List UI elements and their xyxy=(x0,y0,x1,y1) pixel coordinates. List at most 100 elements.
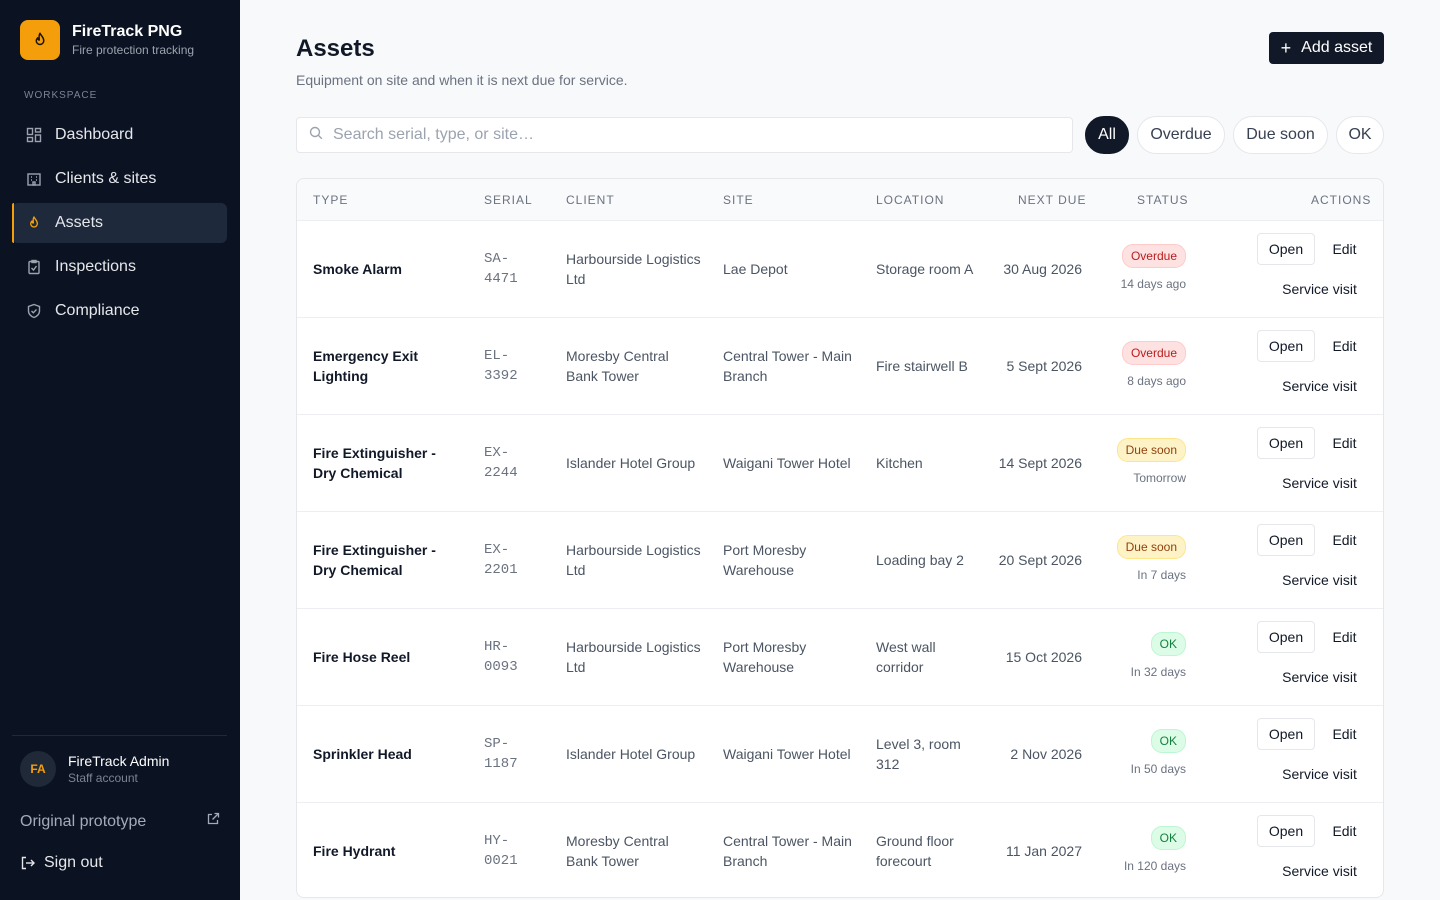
table-row[interactable]: Smoke Alarm SA-4471 Harbourside Logistics … xyxy=(297,221,1383,318)
asset-client: Islander Hotel Group xyxy=(566,455,696,471)
grid-icon xyxy=(26,127,42,143)
asset-type: Fire Hose Reel xyxy=(313,649,411,665)
sidebar-item-label: Assets xyxy=(55,214,104,231)
status-filters: All Overdue Due soon OK xyxy=(1085,116,1392,154)
open-button[interactable]: Open xyxy=(1257,427,1315,459)
service-visit-button[interactable]: Service visit xyxy=(1282,669,1357,685)
row-actions: Open Edit Service visit xyxy=(1247,318,1367,414)
sidebar-item-compliance[interactable]: Compliance xyxy=(12,291,227,331)
status-badge: OK xyxy=(1150,729,1186,753)
original-prototype-label: Original prototype xyxy=(20,812,147,830)
asset-serial: EL-3392 xyxy=(484,348,518,384)
plus-icon: + xyxy=(1280,38,1292,58)
asset-site: Waigani Tower Hotel xyxy=(723,746,851,762)
asset-serial: EX-2201 xyxy=(484,542,518,578)
row-actions: Open Edit Service visit xyxy=(1247,609,1367,705)
status-badge: Due soon xyxy=(1116,535,1186,559)
asset-client: Harbourside Logistics Ltd xyxy=(566,542,701,578)
status-badge: Due soon xyxy=(1116,438,1186,462)
service-visit-button[interactable]: Service visit xyxy=(1282,766,1357,782)
asset-type: Fire Hydrant xyxy=(313,843,396,859)
edit-button[interactable]: Edit xyxy=(1332,338,1357,354)
service-visit-button[interactable]: Service visit xyxy=(1282,378,1357,394)
service-visit-button[interactable]: Service visit xyxy=(1282,863,1357,879)
user-role: Staff account xyxy=(68,771,138,785)
add-asset-button[interactable]: + Add asset xyxy=(1269,32,1384,64)
edit-button[interactable]: Edit xyxy=(1332,435,1357,451)
row-actions: Open Edit Service visit xyxy=(1247,415,1367,511)
status-relative-time: In 50 days xyxy=(1130,762,1186,776)
brand-subtitle: Fire protection tracking xyxy=(72,43,195,57)
table-row[interactable]: Fire Extinguisher - Dry Chemical EX-2244 I… xyxy=(297,415,1383,512)
column-header-site: Site xyxy=(723,193,754,207)
asset-site: Lae Depot xyxy=(723,261,788,277)
table-row[interactable]: Emergency Exit Lighting EL-3392 Moresby Ce… xyxy=(297,318,1383,415)
column-header-serial: Serial xyxy=(484,193,533,207)
status-relative-time: Tomorrow xyxy=(1133,471,1186,485)
asset-type: Sprinkler Head xyxy=(313,746,412,762)
sidebar-item-label: Clients & sites xyxy=(55,170,157,187)
service-visit-button[interactable]: Service visit xyxy=(1282,281,1357,297)
edit-button[interactable]: Edit xyxy=(1332,241,1357,257)
asset-status: Due soon In 7 days xyxy=(1097,512,1186,608)
sidebar-item-clients-sites[interactable]: Clients & sites xyxy=(12,159,227,199)
asset-serial: HY-0021 xyxy=(484,833,518,869)
shield-check-icon xyxy=(26,303,42,319)
edit-button[interactable]: Edit xyxy=(1332,726,1357,742)
asset-next-due: 30 Aug 2026 xyxy=(1003,261,1082,277)
row-actions: Open Edit Service visit xyxy=(1247,803,1367,897)
avatar: FA xyxy=(20,751,56,787)
sidebar-item-assets[interactable]: Assets xyxy=(12,203,227,243)
user-profile[interactable]: FA FireTrack Admin Staff account xyxy=(20,751,169,787)
table-row[interactable]: Fire Hydrant HY-0021 Moresby Central Bank … xyxy=(297,803,1383,897)
edit-button[interactable]: Edit xyxy=(1332,532,1357,548)
sign-out-button[interactable]: Sign out xyxy=(20,854,103,872)
search-input[interactable] xyxy=(333,126,1033,144)
asset-client: Harbourside Logistics Ltd xyxy=(566,639,701,675)
service-visit-button[interactable]: Service visit xyxy=(1282,572,1357,588)
sidebar-divider xyxy=(12,735,227,736)
column-header-status: Status xyxy=(1137,193,1189,207)
row-actions: Open Edit Service visit xyxy=(1247,706,1367,802)
status-badge: OK xyxy=(1150,826,1186,850)
table-row[interactable]: Fire Hose Reel HR-0093 Harbourside Logisti… xyxy=(297,609,1383,706)
flame-icon xyxy=(20,20,60,60)
main-content: Assets Equipment on site and when it is … xyxy=(240,0,1440,900)
open-button[interactable]: Open xyxy=(1257,621,1315,653)
search-icon xyxy=(309,126,323,145)
open-button[interactable]: Open xyxy=(1257,233,1315,265)
asset-next-due: 5 Sept 2026 xyxy=(1006,358,1082,374)
asset-next-due: 2 Nov 2026 xyxy=(1010,746,1082,762)
filter-overdue[interactable]: Overdue xyxy=(1137,116,1225,154)
status-badge: Overdue xyxy=(1121,244,1186,268)
open-button[interactable]: Open xyxy=(1257,330,1315,362)
open-button[interactable]: Open xyxy=(1257,718,1315,750)
sidebar-item-dashboard[interactable]: Dashboard xyxy=(12,115,227,155)
edit-button[interactable]: Edit xyxy=(1332,629,1357,645)
filter-due-soon[interactable]: Due soon xyxy=(1233,116,1328,154)
sidebar-item-label: Inspections xyxy=(55,258,136,275)
column-header-type: Type xyxy=(313,193,349,207)
asset-location: Storage room A xyxy=(876,261,974,277)
asset-site: Central Tower - Main Branch xyxy=(723,348,852,384)
asset-status: OK In 120 days xyxy=(1097,803,1186,897)
table-row[interactable]: Sprinkler Head SP-1187 Islander Hotel Grou… xyxy=(297,706,1383,803)
column-header-client: Client xyxy=(566,193,615,207)
asset-location: Fire stairwell B xyxy=(876,358,968,374)
filter-ok[interactable]: OK xyxy=(1336,116,1384,154)
sign-out-icon xyxy=(20,855,36,871)
open-button[interactable]: Open xyxy=(1257,524,1315,556)
external-link-icon xyxy=(206,812,220,831)
asset-next-due: 15 Oct 2026 xyxy=(1005,649,1082,665)
original-prototype-link[interactable]: Original prototype xyxy=(20,812,220,831)
edit-button[interactable]: Edit xyxy=(1332,823,1357,839)
table-row[interactable]: Fire Extinguisher - Dry Chemical EX-2201 H… xyxy=(297,512,1383,609)
open-button[interactable]: Open xyxy=(1257,815,1315,847)
filter-all[interactable]: All xyxy=(1085,116,1129,154)
service-visit-button[interactable]: Service visit xyxy=(1282,475,1357,491)
sidebar-item-inspections[interactable]: Inspections xyxy=(12,247,227,287)
asset-serial: HR-0093 xyxy=(484,639,518,675)
asset-location: Ground floor forecourt xyxy=(876,833,954,869)
brand[interactable]: FireTrack PNG Fire protection tracking xyxy=(20,20,194,60)
search-box[interactable] xyxy=(296,117,1073,153)
